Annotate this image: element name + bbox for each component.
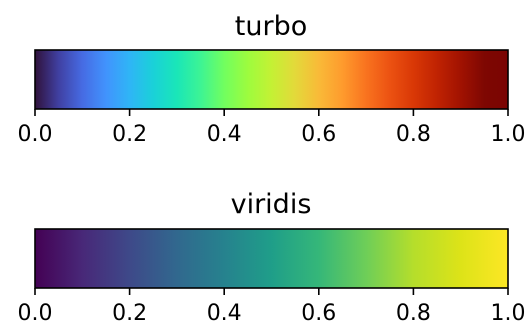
colorbar-viridis: viridis 0.0 0.2 0.4 0.6 0.8 1.0 — [18, 189, 526, 326]
x-tick-label: 0.6 — [301, 301, 336, 326]
x-tick-label: 1.0 — [491, 122, 526, 147]
colorbar-turbo: turbo 0.0 0.2 0.4 0.6 0.8 1.0 — [18, 11, 526, 147]
x-tick-label: 0.2 — [112, 122, 147, 147]
colorbar-title: viridis — [231, 189, 312, 220]
x-tick-label: 0.4 — [207, 122, 242, 147]
x-tick-label: 0.0 — [18, 301, 53, 326]
x-tick-label: 1.0 — [491, 301, 526, 326]
x-tick-label: 0.0 — [18, 122, 53, 147]
x-tick-label: 0.2 — [112, 301, 147, 326]
x-tick-label: 0.6 — [301, 122, 336, 147]
x-tick-label: 0.8 — [396, 301, 431, 326]
x-tick-label: 0.4 — [207, 301, 242, 326]
colorbar-title: turbo — [235, 11, 307, 42]
x-tick-label: 0.8 — [396, 122, 431, 147]
colorbar-gradient — [34, 228, 509, 289]
colorbar-gradient — [34, 49, 509, 110]
